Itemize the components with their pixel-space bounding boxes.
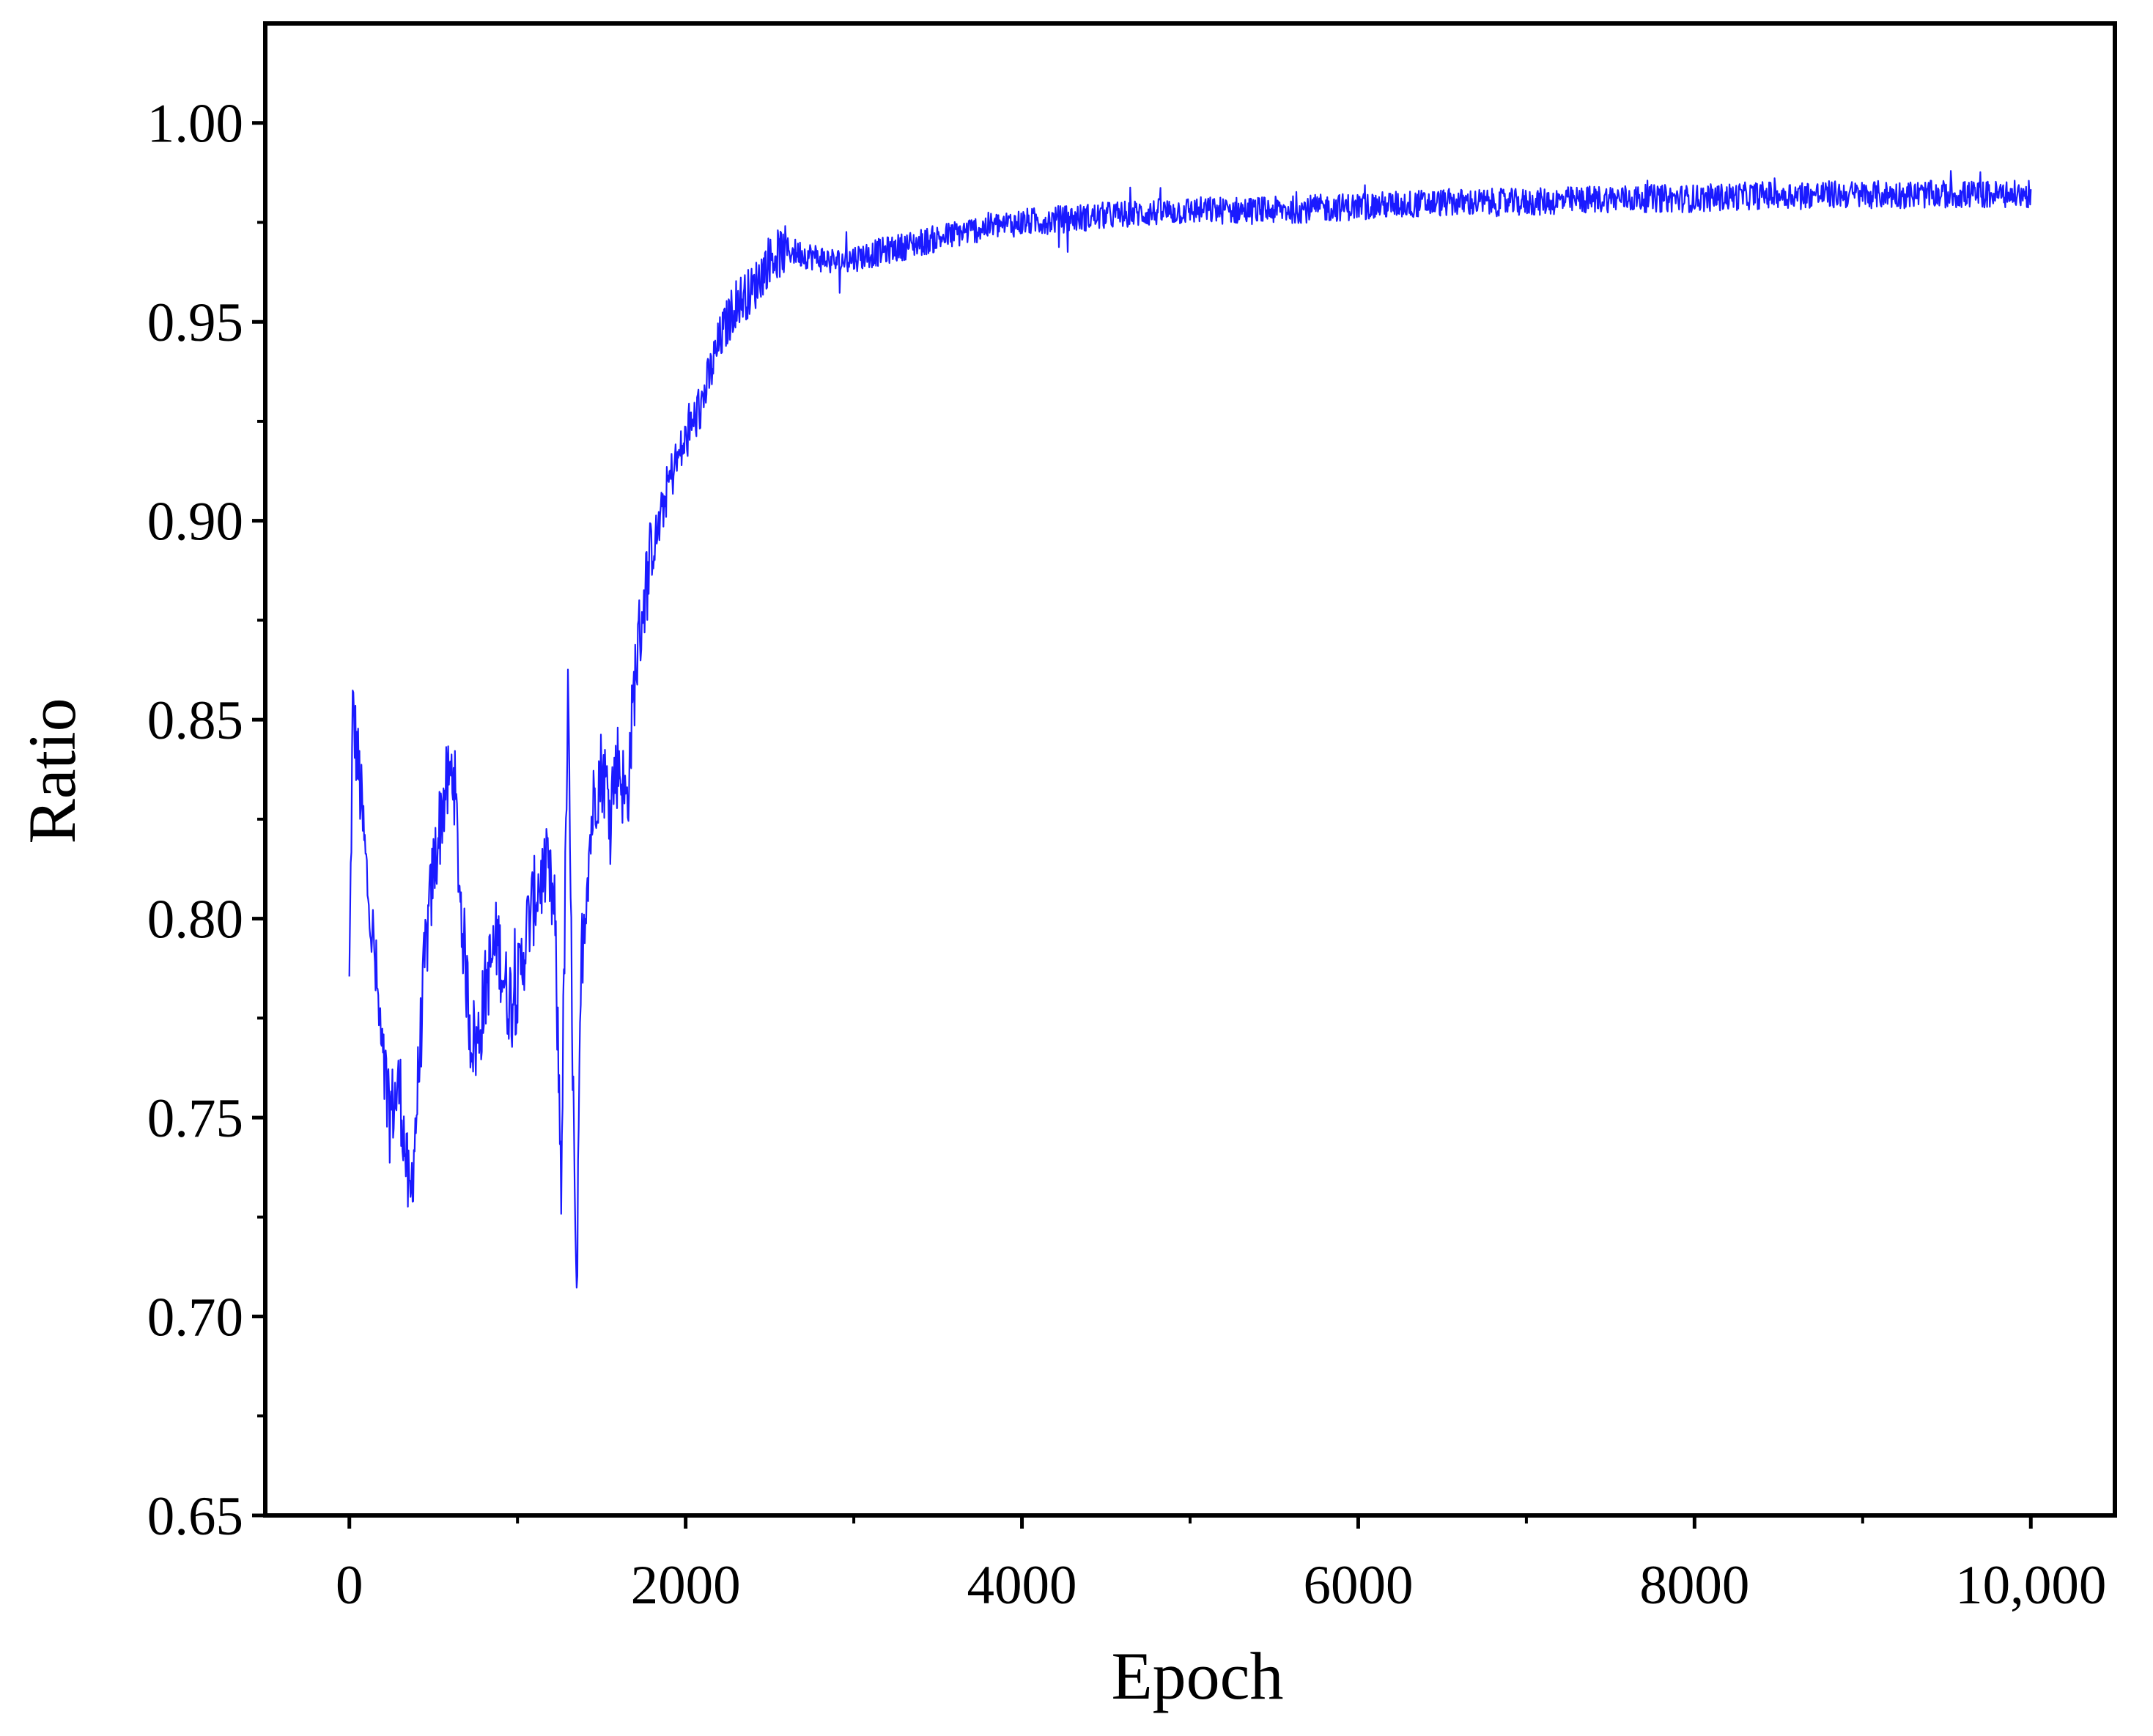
x-axis-ticks: 0 2000 4000 6000 8000 10,000 bbox=[336, 1515, 2106, 1616]
x-tick-label: 0 bbox=[336, 1555, 363, 1616]
x-tick-label: 8000 bbox=[1639, 1555, 1749, 1616]
x-tick-label: 6000 bbox=[1303, 1555, 1413, 1616]
y-tick-label: 0.70 bbox=[147, 1288, 243, 1348]
x-axis-label: Epoch bbox=[1111, 1639, 1283, 1713]
y-axis-ticks: 0.65 0.70 0.75 0.80 0.85 0.90 0.95 1.00 bbox=[147, 94, 265, 1547]
y-tick-label: 0.75 bbox=[147, 1088, 243, 1149]
series-layer bbox=[348, 170, 2032, 1289]
y-tick-label: 0.80 bbox=[147, 890, 243, 950]
y-tick-label: 1.00 bbox=[147, 94, 243, 155]
y-axis-label: Ratio bbox=[15, 698, 89, 843]
series-line bbox=[348, 170, 2032, 1289]
x-tick-label: 10,000 bbox=[1955, 1555, 2106, 1616]
plot-frame bbox=[263, 21, 2117, 1518]
y-tick-label: 0.85 bbox=[147, 690, 243, 751]
x-tick-label: 4000 bbox=[967, 1555, 1077, 1616]
y-tick-label: 0.65 bbox=[147, 1486, 243, 1547]
x-tick-label: 2000 bbox=[631, 1555, 741, 1616]
y-tick-label: 0.95 bbox=[147, 292, 243, 353]
y-tick-label: 0.90 bbox=[147, 492, 243, 553]
